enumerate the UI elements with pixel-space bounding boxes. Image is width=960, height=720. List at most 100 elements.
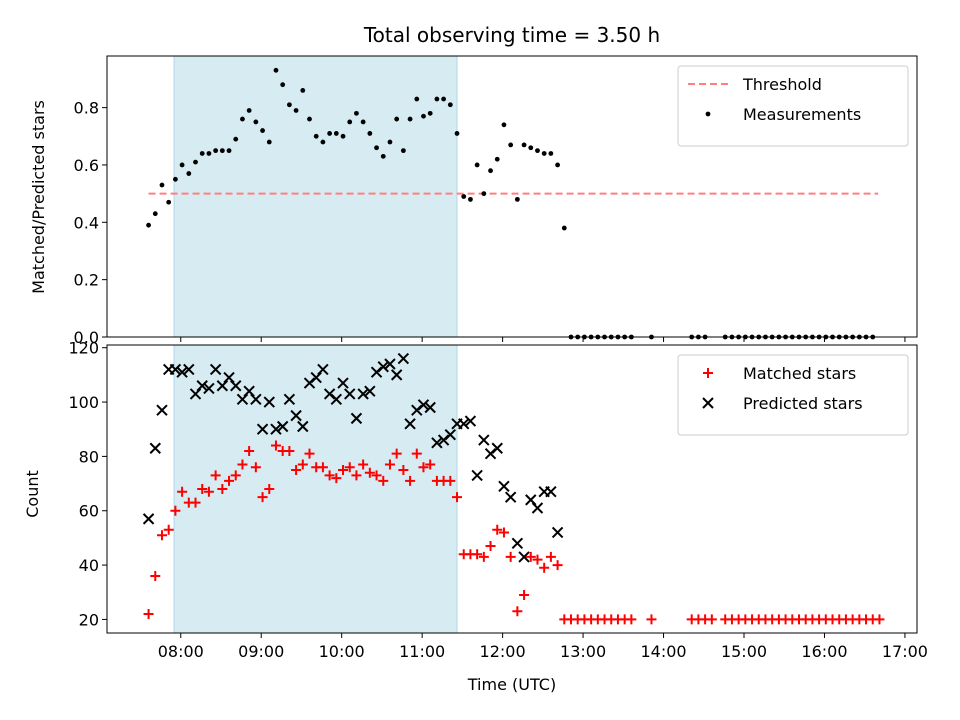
- data-point: [407, 116, 413, 122]
- x-tick-label: 09:00: [238, 642, 284, 661]
- legend: Matched stars Predicted stars: [677, 354, 909, 436]
- x-tick-label: 14:00: [640, 642, 686, 661]
- data-point: [532, 554, 543, 565]
- data-point: [555, 162, 560, 168]
- data-point: [505, 551, 516, 562]
- data-point: [156, 404, 168, 416]
- data-point: [501, 122, 507, 128]
- data-point: [264, 484, 275, 494]
- data-point: [539, 562, 550, 573]
- data-point: [170, 505, 181, 516]
- x-tick-label: 13:00: [560, 642, 606, 661]
- data-point: [364, 467, 375, 478]
- data-point: [405, 475, 416, 486]
- data-point: [525, 551, 536, 562]
- y-tick-label: 20: [79, 610, 99, 629]
- data-point: [331, 473, 342, 484]
- x-tick-label: 16:00: [801, 642, 847, 661]
- data-point: [511, 537, 524, 550]
- data-point: [525, 494, 537, 506]
- x-tick-label: 17:00: [882, 642, 928, 661]
- data-point: [874, 614, 885, 625]
- data-point: [508, 142, 514, 148]
- legend-label: Measurements: [743, 105, 861, 124]
- data-point: [514, 196, 520, 202]
- y-tick-label: 60: [79, 502, 99, 521]
- x-axis-label: Time (UTC): [467, 675, 556, 694]
- data-point: [398, 464, 409, 475]
- data-point: [236, 393, 249, 406]
- data-point: [394, 116, 400, 122]
- data-point: [521, 142, 527, 148]
- data-point: [344, 462, 355, 473]
- data-point: [250, 393, 262, 406]
- data-point: [320, 139, 326, 145]
- data-point: [217, 484, 228, 494]
- data-point: [400, 148, 406, 154]
- data-point: [434, 96, 440, 102]
- data-point: [504, 491, 517, 503]
- data-point: [387, 139, 393, 145]
- data-point: [183, 363, 195, 376]
- observing-window-span: [173, 55, 458, 338]
- data-point: [531, 502, 544, 514]
- data-point: [427, 110, 433, 116]
- legend: Threshold Measurements: [677, 65, 909, 147]
- data-point: [159, 182, 165, 188]
- x-tick-label: 10:00: [319, 642, 365, 661]
- data-point: [706, 614, 717, 625]
- data-point: [300, 88, 306, 93]
- data-point: [371, 470, 382, 481]
- data-point: [237, 459, 248, 470]
- data-point: [494, 156, 500, 162]
- data-point: [270, 440, 281, 451]
- x-tick-label: 08:00: [158, 642, 204, 661]
- legend-label: Matched stars: [743, 364, 856, 383]
- y-tick-label: 80: [79, 447, 99, 466]
- legend-box: [677, 354, 909, 436]
- data-point: [246, 108, 252, 113]
- data-point: [646, 614, 657, 625]
- data-point: [149, 442, 161, 454]
- data-point: [561, 225, 567, 231]
- data-point: [223, 371, 235, 384]
- data-point: [454, 131, 460, 136]
- data-point: [176, 366, 188, 378]
- data-point: [216, 380, 229, 392]
- series-predicted-stars: [142, 352, 564, 563]
- data-point: [397, 352, 410, 365]
- data-point: [219, 148, 225, 154]
- data-point: [444, 428, 457, 441]
- data-point: [478, 551, 489, 562]
- data-point: [360, 119, 366, 125]
- data-point: [273, 67, 279, 73]
- data-point: [364, 385, 376, 397]
- data-point: [317, 462, 328, 473]
- data-point: [304, 448, 315, 459]
- data-point: [290, 409, 302, 422]
- data-point: [297, 459, 308, 470]
- data-point: [512, 606, 523, 617]
- data-point: [351, 470, 362, 481]
- data-point: [458, 418, 470, 430]
- data-point: [390, 369, 403, 381]
- data-point: [313, 133, 319, 139]
- data-point: [260, 128, 265, 133]
- data-point: [411, 448, 422, 459]
- data-point: [330, 393, 343, 406]
- legend-swatch: [705, 111, 711, 117]
- data-point: [481, 191, 487, 197]
- data-point: [310, 371, 322, 384]
- data-point: [307, 116, 312, 122]
- data-point: [286, 102, 292, 108]
- data-point: [230, 380, 242, 392]
- top-panel: Total observing time = 3.50 h Matched/Pr…: [29, 23, 918, 347]
- data-point: [150, 570, 161, 581]
- bottom-panel: Time (UTC) Count 20 40 60 80 100 120 08:00 09:0…: [23, 339, 928, 694]
- data-point: [414, 96, 420, 102]
- data-point: [257, 492, 268, 503]
- data-point: [169, 363, 182, 376]
- data-point: [417, 399, 430, 411]
- data-point: [283, 393, 296, 406]
